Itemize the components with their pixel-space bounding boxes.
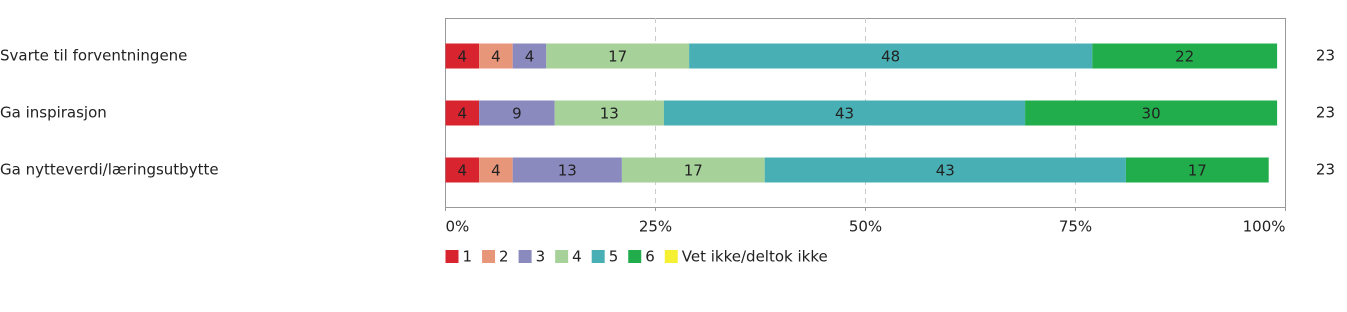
x-tick-label: 0% (446, 218, 470, 236)
bar-segment (445, 43, 480, 69)
legend-label: Vet ikke/deltok ikke (682, 248, 828, 266)
bar-segment (663, 100, 1026, 126)
bar-segment (479, 43, 513, 69)
legend-swatch (445, 250, 459, 263)
value-label: 9 (512, 105, 522, 123)
bar-segment (512, 157, 622, 183)
value-label: 4 (458, 105, 468, 123)
value-label: 43 (835, 105, 854, 123)
legend-swatch (591, 250, 605, 263)
value-label: 17 (1188, 162, 1207, 180)
value-label: 4 (525, 48, 535, 66)
bar-segment (1125, 157, 1269, 183)
value-label: 17 (684, 162, 703, 180)
legend-label: 1 (463, 248, 473, 266)
bar-segment (445, 100, 480, 126)
bar-segment (546, 43, 690, 69)
value-label: 4 (458, 48, 468, 66)
category-label: Ga nytteverdi/læringsutbytte (0, 161, 219, 179)
legend-swatch (482, 250, 496, 263)
bar-segment (621, 157, 765, 183)
legend-swatch (555, 250, 569, 263)
n-label: 23 (1316, 104, 1335, 122)
value-label: 13 (558, 162, 577, 180)
value-label: 4 (491, 48, 501, 66)
bar-segment (479, 100, 555, 126)
value-label: 30 (1142, 105, 1161, 123)
bar-segment (1092, 43, 1278, 69)
n-label: 23 (1316, 161, 1335, 179)
bar-segment (445, 157, 480, 183)
bar-segment (479, 157, 513, 183)
legend-swatch (628, 250, 642, 263)
n-label: 23 (1316, 47, 1335, 65)
legend-label: 4 (572, 248, 582, 266)
category-label: Svarte til forventningene (0, 47, 187, 65)
legend-swatch (664, 250, 678, 263)
value-label: 48 (881, 48, 900, 66)
x-tick-label: 100% (1243, 218, 1286, 236)
category-label: Ga inspirasjon (0, 104, 107, 122)
bar-segment (554, 100, 664, 126)
bar-segment (1025, 100, 1278, 126)
legend-swatch (518, 250, 532, 263)
x-tick-label: 25% (639, 218, 672, 236)
value-label: 13 (600, 105, 619, 123)
legend-label: 5 (609, 248, 619, 266)
x-tick-label: 50% (849, 218, 882, 236)
legend-label: 6 (645, 248, 655, 266)
value-label: 22 (1175, 48, 1194, 66)
value-label: 43 (936, 162, 955, 180)
value-label: 4 (491, 162, 501, 180)
bar-segment (689, 43, 1093, 69)
bar-segment (764, 157, 1126, 183)
legend-label: 3 (536, 248, 546, 266)
value-label: 4 (458, 162, 468, 180)
legend-label: 2 (499, 248, 509, 266)
bar-segment (512, 43, 547, 69)
value-label: 17 (608, 48, 627, 66)
x-tick-label: 75% (1059, 218, 1092, 236)
